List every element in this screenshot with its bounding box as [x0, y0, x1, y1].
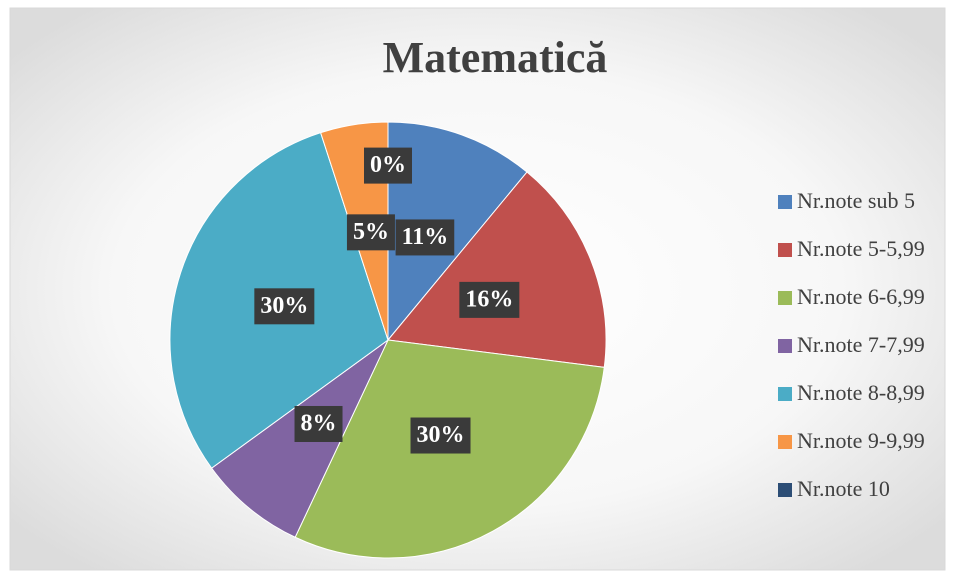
data-label: 11%: [402, 224, 449, 250]
data-label: 5%: [353, 219, 389, 245]
data-label: 8%: [301, 410, 337, 436]
chart-title: Matematică: [383, 33, 608, 82]
legend-label: Nr.note sub 5: [797, 188, 915, 213]
legend-label: Nr.note 9-9,99: [797, 428, 925, 453]
legend-swatch: [778, 339, 792, 353]
legend-swatch: [778, 195, 792, 209]
data-label: 0%: [370, 152, 406, 178]
legend-swatch: [778, 243, 792, 257]
legend-label: Nr.note 10: [797, 476, 890, 501]
data-label-box: [346, 214, 395, 251]
data-label-box: [294, 405, 343, 442]
legend-label: Nr.note 7-7,99: [797, 332, 925, 357]
data-label-box: [459, 281, 520, 318]
legend-swatch: [778, 291, 792, 305]
data-label: 16%: [465, 286, 513, 312]
legend-label: Nr.note 8-8,99: [797, 380, 925, 405]
legend-swatch: [778, 387, 792, 401]
data-label: 30%: [417, 422, 465, 448]
legend-swatch: [778, 483, 792, 497]
data-label-box: [395, 219, 455, 256]
legend-label: Nr.note 6-6,99: [797, 284, 925, 309]
data-label: 30%: [260, 293, 308, 319]
data-label-box: [364, 147, 412, 184]
pie-slice: [387, 171, 607, 368]
legend-label: Nr.note 5-5,99: [797, 236, 925, 261]
legend-swatch: [778, 435, 792, 449]
data-label-box: [410, 417, 471, 454]
data-label-box: [254, 288, 315, 325]
pie-slice: [387, 121, 528, 342]
